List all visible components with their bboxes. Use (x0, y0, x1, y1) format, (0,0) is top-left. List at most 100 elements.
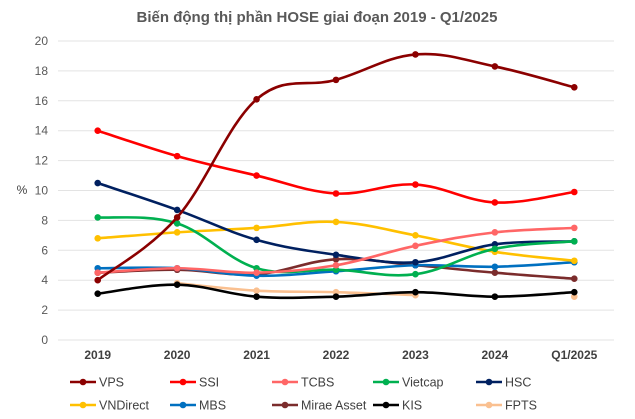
data-point (94, 269, 102, 277)
data-point (94, 290, 102, 297)
data-point (412, 51, 419, 58)
data-point (412, 181, 419, 188)
y-tick-label: 12 (35, 154, 49, 168)
chart-title: Biến động thị phần HOSE giai đoạn 2019 -… (137, 9, 498, 26)
legend-label: TCBS (301, 376, 334, 390)
legend-marker (382, 378, 390, 386)
legend-item: HSC (476, 376, 531, 390)
data-point (412, 288, 419, 296)
legend-marker (485, 401, 493, 409)
legend-marker (179, 401, 187, 409)
data-point (253, 236, 260, 244)
data-point (491, 269, 499, 277)
data-point (94, 276, 102, 284)
legend-label: VPS (99, 376, 124, 390)
data-point (173, 229, 181, 236)
y-tick-label: 8 (41, 213, 48, 227)
legend-item: FPTS (476, 399, 537, 413)
data-point (412, 232, 419, 239)
series-tcbs (94, 224, 578, 277)
series-ssi (94, 127, 578, 206)
data-point (94, 127, 102, 134)
data-point (570, 257, 578, 265)
data-point (253, 96, 260, 103)
legend-label: VNDirect (99, 399, 150, 413)
data-point (332, 190, 340, 197)
data-point (173, 264, 181, 272)
legend-label: Mirae Asset (301, 399, 367, 413)
data-point (412, 270, 419, 278)
data-point (491, 229, 499, 236)
legend-marker (382, 401, 390, 409)
x-tick-label: 2022 (323, 348, 350, 362)
x-tick-label: 2021 (243, 348, 270, 362)
legend-item: VNDirect (70, 399, 150, 413)
legend-marker (79, 401, 87, 409)
legend-item: SSI (170, 376, 219, 390)
data-point (253, 287, 260, 294)
y-tick-label: 14 (35, 124, 49, 138)
y-tick-label: 10 (35, 184, 49, 198)
y-tick-label: 18 (35, 64, 49, 78)
legend-item: Mirae Asset (272, 399, 367, 413)
data-point (332, 293, 340, 300)
legend-item: VPS (70, 376, 124, 390)
data-point (253, 172, 260, 179)
y-tick-label: 6 (41, 243, 48, 257)
x-tick-label: 2024 (482, 348, 509, 362)
x-tick-label: 2023 (402, 348, 429, 362)
data-point (332, 218, 340, 226)
legend-marker (281, 378, 289, 386)
x-tick-label: Q1/2025 (551, 348, 597, 362)
series-kis (94, 281, 578, 300)
data-point (253, 293, 260, 300)
legend-marker (281, 401, 289, 409)
series-lines (94, 51, 578, 300)
y-axis-ticks: 0 2 4 6 8 10 12 14 16 18 20 (35, 34, 49, 347)
legend-item: TCBS (272, 376, 334, 390)
series-vps (94, 51, 578, 284)
data-point (570, 238, 578, 245)
legend-label: MBS (199, 399, 226, 413)
data-point (173, 220, 181, 227)
data-point (491, 245, 499, 253)
legend-item: KIS (373, 399, 422, 413)
data-point (491, 199, 499, 206)
data-point (173, 281, 181, 288)
y-tick-label: 0 (41, 333, 48, 347)
data-point (491, 293, 499, 300)
legend-label: SSI (199, 376, 219, 390)
y-tick-label: 2 (41, 303, 48, 317)
data-point (332, 251, 340, 259)
data-point (570, 84, 578, 91)
x-axis-ticks: 2019 2020 2021 2022 2023 2024 Q1/2025 (84, 348, 597, 362)
legend-item: Vietcap (373, 376, 444, 390)
legend-item: MBS (170, 399, 226, 413)
data-point (253, 224, 260, 232)
data-point (412, 258, 419, 266)
legend: VPS SSI TCBS Vietcap HSC VNDirect MBS Mirae Ass… (70, 376, 537, 413)
data-point (570, 288, 578, 296)
legend-label: HSC (505, 376, 531, 390)
y-tick-label: 4 (41, 273, 48, 287)
data-point (173, 152, 181, 160)
legend-marker (485, 378, 493, 386)
x-tick-label: 2019 (84, 348, 111, 362)
legend-label: FPTS (505, 399, 537, 413)
legend-label: Vietcap (402, 376, 444, 390)
x-tick-label: 2020 (164, 348, 191, 362)
data-point (491, 263, 499, 271)
data-point (173, 214, 181, 221)
y-axis-label: % (17, 183, 28, 197)
data-point (173, 206, 181, 214)
data-point (332, 76, 340, 84)
data-point (94, 235, 102, 242)
data-point (332, 261, 340, 269)
legend-marker (79, 378, 87, 386)
legend-marker (179, 378, 187, 386)
data-point (253, 269, 260, 277)
series-vietcap (94, 214, 578, 278)
data-point (412, 242, 419, 250)
legend-label: KIS (402, 399, 422, 413)
